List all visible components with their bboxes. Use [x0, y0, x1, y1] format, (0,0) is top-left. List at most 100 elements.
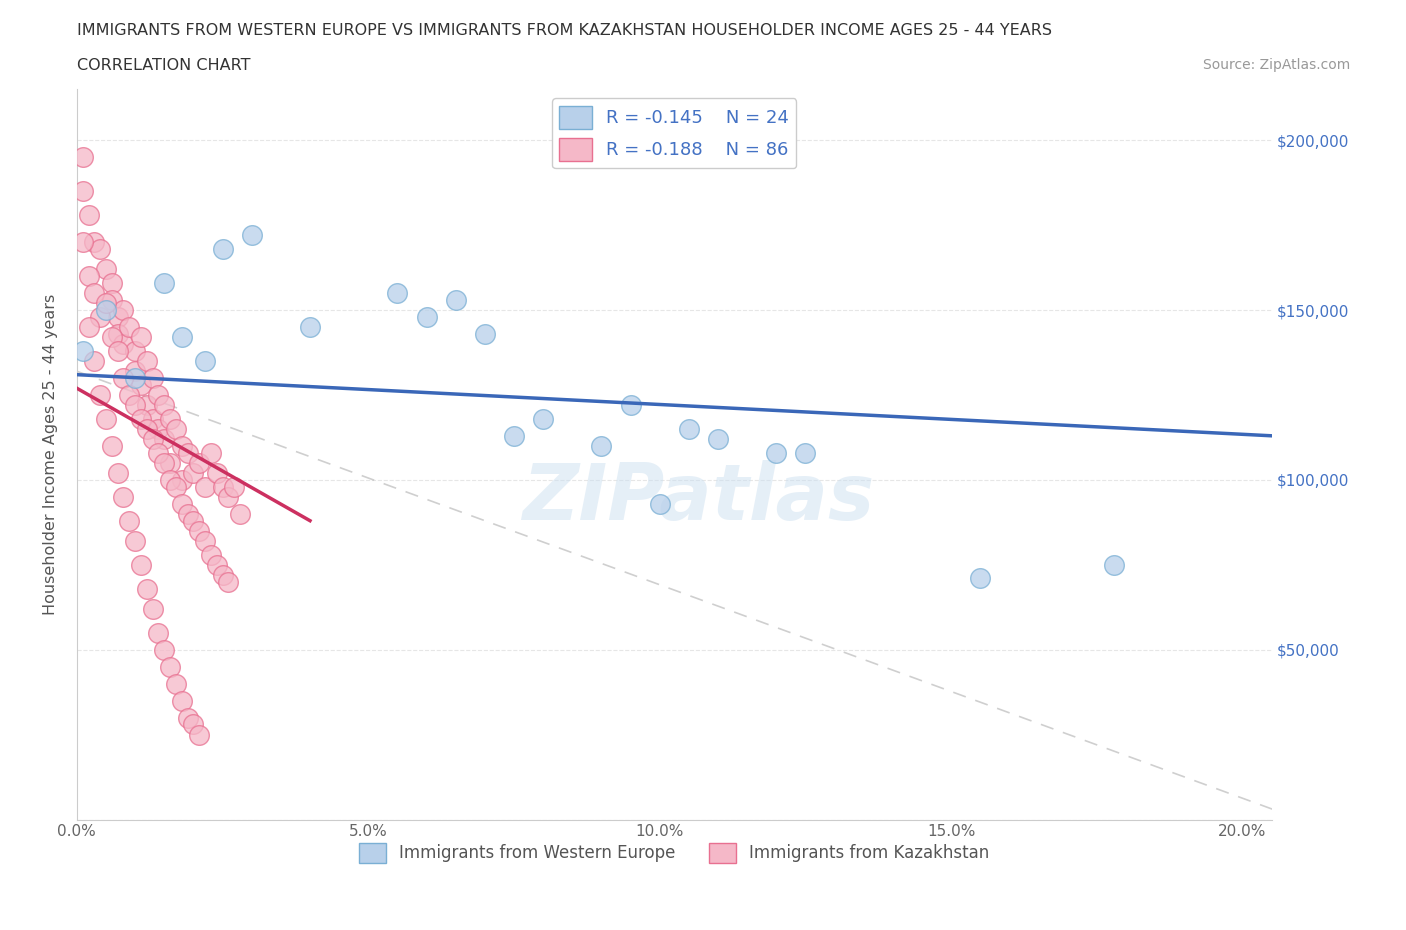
- Point: [94, 302, 117, 317]
- Point: [217, 489, 239, 504]
- Point: [298, 320, 321, 335]
- Point: [94, 262, 117, 277]
- Point: [678, 421, 700, 436]
- Point: [240, 228, 263, 243]
- Point: [83, 234, 105, 249]
- Point: [83, 286, 105, 300]
- Point: [176, 711, 198, 725]
- Point: [969, 571, 991, 586]
- Point: [101, 275, 124, 290]
- Point: [112, 337, 135, 352]
- Point: [135, 421, 157, 436]
- Text: IMMIGRANTS FROM WESTERN EUROPE VS IMMIGRANTS FROM KAZAKHSTAN HOUSEHOLDER INCOME : IMMIGRANTS FROM WESTERN EUROPE VS IMMIGR…: [77, 23, 1052, 38]
- Point: [474, 326, 496, 341]
- Point: [159, 659, 181, 674]
- Point: [211, 242, 233, 257]
- Point: [142, 411, 165, 426]
- Point: [89, 388, 111, 403]
- Point: [183, 717, 205, 732]
- Point: [77, 207, 100, 222]
- Point: [503, 429, 526, 444]
- Point: [153, 398, 176, 413]
- Point: [194, 534, 217, 549]
- Point: [72, 184, 94, 199]
- Point: [444, 293, 467, 308]
- Point: [72, 150, 94, 165]
- Point: [94, 411, 117, 426]
- Point: [176, 445, 198, 460]
- Point: [765, 445, 787, 460]
- Point: [165, 479, 187, 494]
- Point: [72, 234, 94, 249]
- Point: [124, 398, 146, 413]
- Point: [205, 466, 228, 481]
- Legend: Immigrants from Western Europe, Immigrants from Kazakhstan: Immigrants from Western Europe, Immigran…: [353, 836, 995, 870]
- Point: [142, 371, 165, 386]
- Point: [107, 310, 129, 325]
- Point: [94, 296, 117, 311]
- Point: [170, 693, 193, 708]
- Point: [224, 479, 246, 494]
- Point: [200, 547, 222, 562]
- Point: [188, 727, 211, 742]
- Y-axis label: Householder Income Ages 25 - 44 years: Householder Income Ages 25 - 44 years: [44, 294, 58, 615]
- Point: [83, 353, 105, 368]
- Point: [112, 489, 135, 504]
- Point: [387, 286, 409, 300]
- Point: [124, 534, 146, 549]
- Point: [118, 320, 141, 335]
- Point: [89, 242, 111, 257]
- Point: [129, 378, 152, 392]
- Point: [135, 398, 157, 413]
- Point: [153, 275, 176, 290]
- Point: [170, 472, 193, 487]
- Point: [200, 445, 222, 460]
- Point: [72, 343, 94, 358]
- Text: Source: ZipAtlas.com: Source: ZipAtlas.com: [1202, 58, 1350, 72]
- Point: [118, 513, 141, 528]
- Point: [205, 557, 228, 572]
- Point: [170, 330, 193, 345]
- Point: [188, 524, 211, 538]
- Point: [124, 364, 146, 379]
- Point: [107, 343, 129, 358]
- Point: [101, 439, 124, 454]
- Point: [112, 302, 135, 317]
- Point: [129, 411, 152, 426]
- Point: [142, 602, 165, 617]
- Point: [415, 310, 437, 325]
- Point: [118, 388, 141, 403]
- Point: [591, 439, 613, 454]
- Point: [794, 445, 817, 460]
- Point: [531, 411, 554, 426]
- Point: [135, 581, 157, 596]
- Point: [159, 456, 181, 471]
- Point: [107, 326, 129, 341]
- Point: [135, 353, 157, 368]
- Point: [211, 567, 233, 582]
- Point: [619, 398, 641, 413]
- Text: ZIPatlas: ZIPatlas: [522, 460, 875, 537]
- Point: [648, 497, 671, 512]
- Point: [77, 269, 100, 284]
- Point: [707, 432, 730, 446]
- Point: [129, 330, 152, 345]
- Point: [89, 310, 111, 325]
- Point: [112, 371, 135, 386]
- Point: [148, 421, 170, 436]
- Point: [194, 479, 217, 494]
- Point: [165, 676, 187, 691]
- Point: [142, 432, 165, 446]
- Point: [159, 472, 181, 487]
- Point: [176, 507, 198, 522]
- Point: [217, 575, 239, 590]
- Point: [229, 507, 252, 522]
- Point: [153, 456, 176, 471]
- Point: [101, 293, 124, 308]
- Point: [148, 445, 170, 460]
- Point: [124, 371, 146, 386]
- Text: CORRELATION CHART: CORRELATION CHART: [77, 58, 250, 73]
- Point: [211, 479, 233, 494]
- Point: [124, 343, 146, 358]
- Point: [148, 625, 170, 640]
